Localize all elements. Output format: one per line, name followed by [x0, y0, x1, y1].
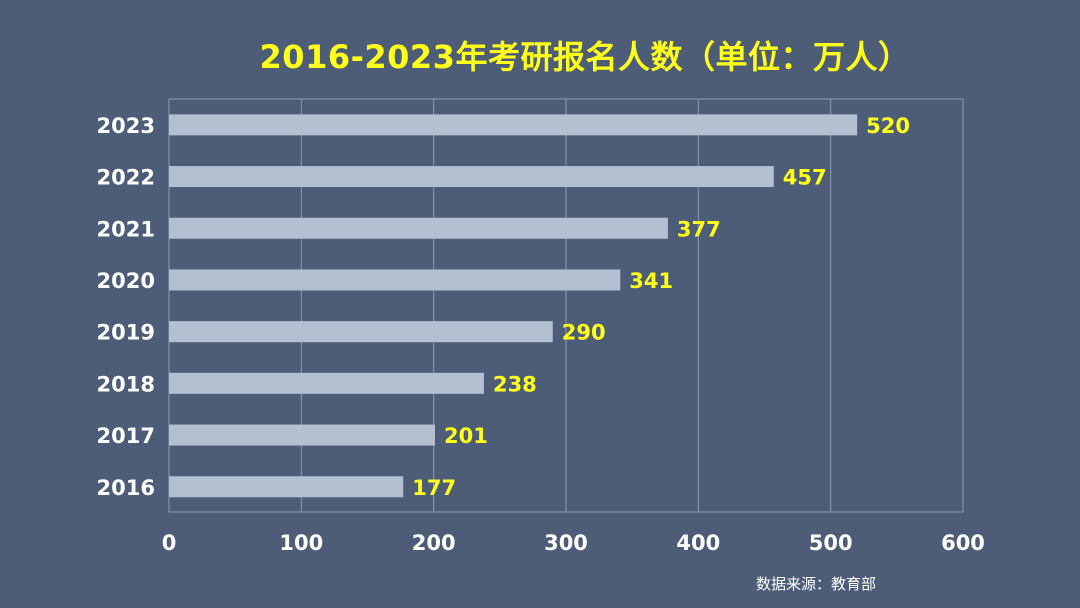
data-label-2022: 457 — [783, 166, 827, 190]
data-label-2023: 520 — [866, 114, 910, 138]
bar-2019 — [169, 321, 553, 343]
data-label-2016: 177 — [412, 476, 456, 500]
y-category-label-2019: 2019 — [97, 321, 155, 345]
data-source-note: 数据来源：教育部 — [756, 575, 877, 593]
x-tick-label: 100 — [279, 531, 323, 555]
x-tick-label: 400 — [676, 531, 720, 555]
bar-2016 — [169, 476, 404, 498]
y-category-label-2023: 2023 — [97, 114, 155, 138]
data-label-2018: 238 — [493, 372, 537, 396]
y-category-label-2017: 2017 — [97, 424, 155, 448]
x-tick-label: 600 — [941, 531, 985, 555]
x-tick-label: 500 — [809, 531, 853, 555]
y-axis-labels: 2016 2017 2018 2019 2020 2021 2022 2023 — [97, 114, 155, 500]
data-label-2017: 201 — [444, 424, 488, 448]
bar-2021 — [169, 217, 668, 239]
grid-lines — [168, 98, 964, 513]
chart-title: 2016-2023年考研报名人数（单位：万人） — [259, 38, 911, 76]
bar-2018 — [169, 372, 484, 394]
bar-2020 — [169, 269, 621, 291]
x-axis-tick-labels: 0 100 200 300 400 500 600 — [162, 531, 985, 555]
data-labels: 177 201 238 290 341 377 457 520 — [412, 114, 910, 500]
x-tick-label: 200 — [412, 531, 456, 555]
bar-2017 — [169, 424, 435, 446]
y-category-label-2018: 2018 — [97, 372, 155, 396]
bars — [169, 114, 858, 498]
y-category-label-2020: 2020 — [97, 269, 155, 293]
bar-2023 — [169, 114, 858, 136]
y-category-label-2021: 2021 — [97, 217, 155, 241]
data-label-2021: 377 — [677, 217, 721, 241]
bar-2022 — [169, 166, 774, 188]
data-label-2020: 341 — [629, 269, 673, 293]
y-category-label-2022: 2022 — [97, 166, 155, 190]
y-category-label-2016: 2016 — [97, 476, 155, 500]
data-label-2019: 290 — [562, 321, 606, 345]
x-tick-label: 0 — [162, 531, 177, 555]
x-tick-label: 300 — [544, 531, 588, 555]
